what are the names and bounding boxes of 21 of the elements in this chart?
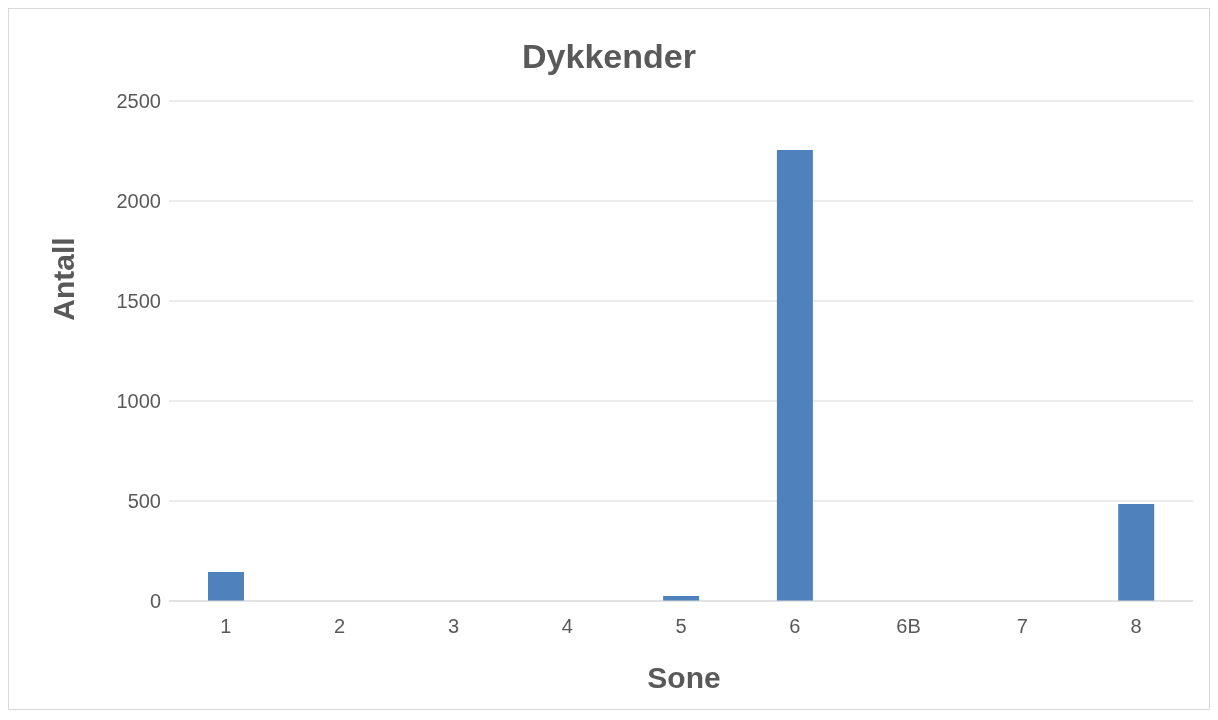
x-tick-label: 8	[1130, 615, 1142, 638]
y-tick-label: 0	[149, 590, 161, 613]
x-tick-label: 2	[334, 615, 346, 638]
y-tick-label: 2000	[116, 190, 161, 213]
chart-title: Dykkender	[521, 37, 697, 76]
y-axis-title: Antall	[47, 237, 81, 321]
y-tick-label: 500	[127, 490, 161, 513]
bar	[208, 572, 244, 601]
x-tick-label: 6B	[896, 615, 921, 638]
x-tick-label: 6	[789, 615, 801, 638]
y-tick-label: 1500	[116, 290, 161, 313]
x-tick-label: 5	[675, 615, 687, 638]
x-tick-label: 7	[1016, 615, 1028, 638]
x-tick-label: 1	[220, 615, 232, 638]
bar	[776, 150, 813, 601]
y-tick-label: 2500	[116, 90, 161, 113]
x-tick-label: 4	[561, 615, 573, 638]
x-axis-title: Sone	[646, 661, 722, 695]
y-tick-label: 1000	[116, 390, 161, 413]
bar	[1118, 504, 1155, 601]
x-tick-label: 3	[447, 615, 460, 638]
